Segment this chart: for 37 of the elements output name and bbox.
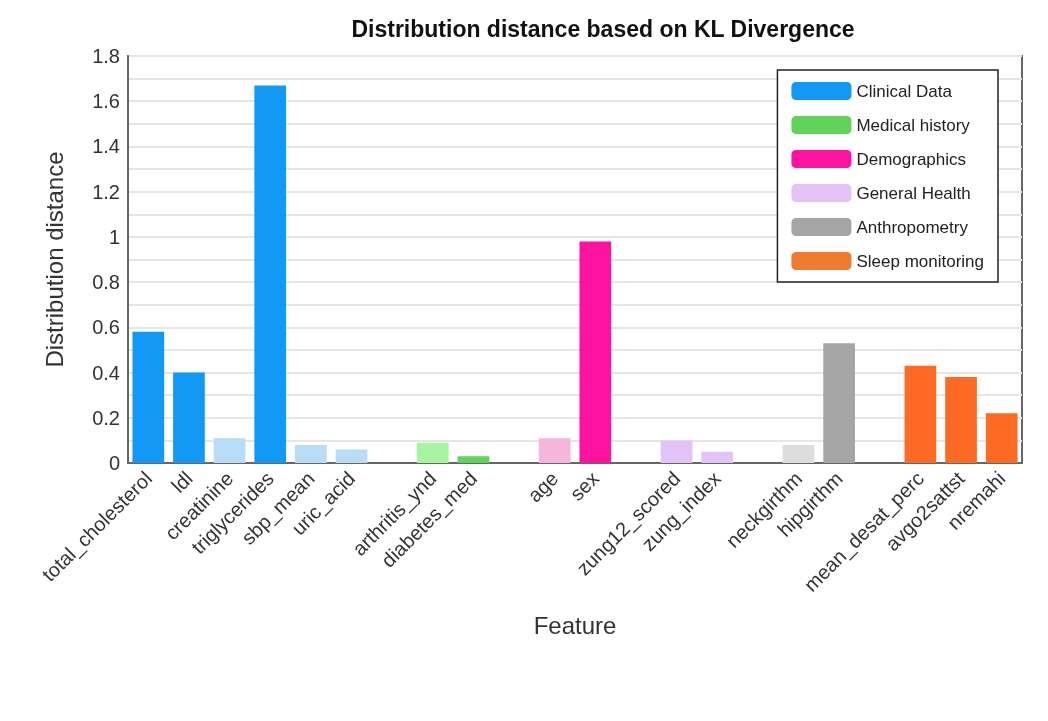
y-tick-label: 0.8: [92, 271, 120, 294]
legend-label: General Health: [856, 183, 971, 203]
x-tick-label: age: [523, 467, 563, 507]
y-tick-label: 0: [108, 452, 120, 474]
y-tick-label: 0.2: [92, 406, 120, 429]
x-axis-title: Feature: [533, 611, 617, 639]
y-tick-label: 1.2: [92, 180, 120, 203]
bar: [904, 365, 937, 463]
bar: [335, 449, 368, 463]
legend-label: Anthropometry: [856, 217, 969, 237]
legend-label: Clinical Data: [856, 81, 953, 101]
bar: [701, 451, 734, 463]
chart-title: Distribution distance based on KL Divergence: [351, 15, 855, 42]
legend-label: Medical history: [856, 115, 971, 135]
bar: [538, 438, 571, 463]
legend-label: Demographics: [856, 149, 967, 169]
y-axis-title: Distribution distance: [40, 151, 68, 368]
y-tick-label: 1.4: [92, 135, 120, 158]
bar: [782, 444, 815, 463]
bar: [985, 413, 1018, 463]
bar: [295, 444, 327, 463]
bar: [132, 331, 165, 463]
y-tick-label: 1.6: [92, 90, 120, 113]
y-tick-label: 0.6: [92, 316, 120, 339]
bar: [823, 343, 855, 463]
bar: [457, 456, 490, 463]
y-tick-label: 1.8: [92, 45, 120, 67]
bar: [416, 442, 449, 463]
bar: [660, 440, 693, 463]
y-tick-label: 1: [108, 225, 120, 248]
legend-label: Sleep monitoring: [856, 251, 984, 271]
y-tick-label: 0.4: [92, 361, 120, 384]
bar: [945, 377, 977, 463]
bar: [173, 372, 205, 463]
bar: [213, 438, 246, 463]
bar: [579, 241, 612, 463]
bar: [254, 85, 287, 463]
